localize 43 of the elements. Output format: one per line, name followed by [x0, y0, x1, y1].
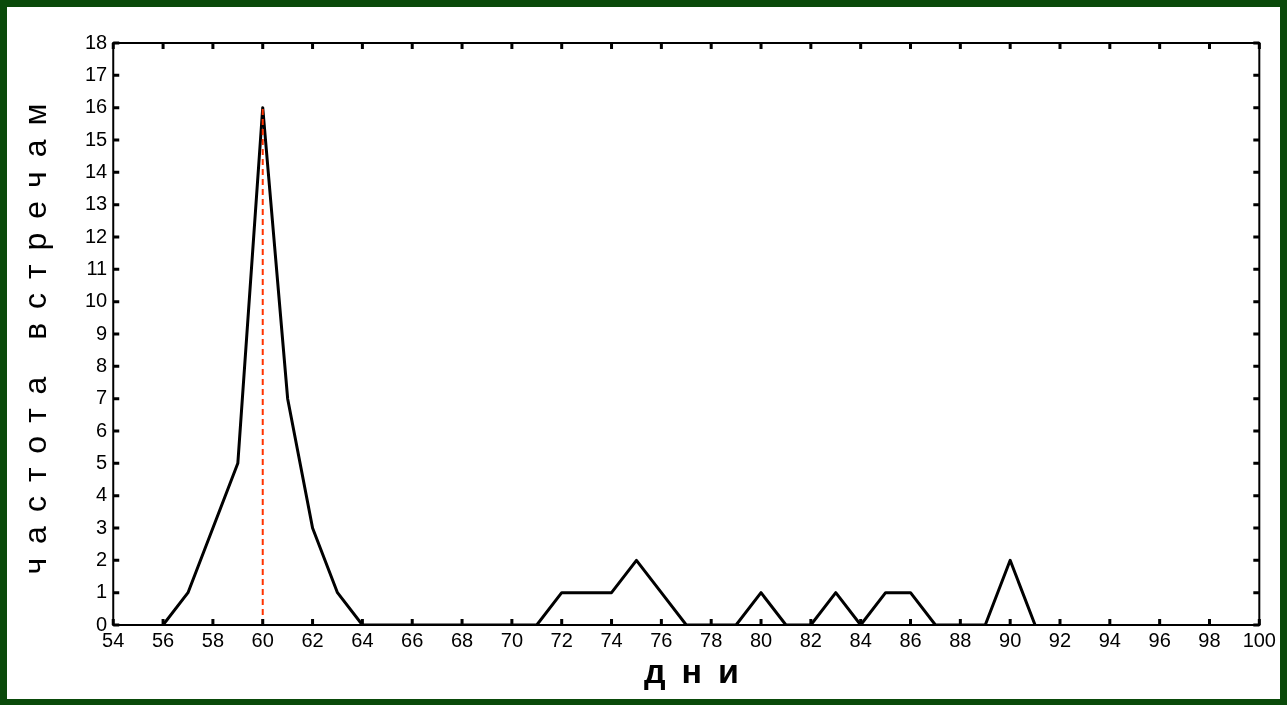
y-tick-label: 14 [85, 159, 108, 182]
y-tick-label: 5 [96, 450, 108, 473]
y-tick-label: 2 [96, 547, 108, 570]
x-tick-label: 98 [1198, 628, 1221, 651]
y-tick-label: 10 [85, 289, 108, 312]
x-tick-label: 70 [500, 628, 523, 651]
x-tick-label: 58 [201, 628, 225, 651]
y-axis-title: частота встречам [16, 88, 54, 577]
x-tick-label: 84 [849, 628, 872, 651]
y-tick-label: 6 [96, 418, 108, 441]
x-axis-title: дни [643, 652, 756, 691]
x-tick-label: 60 [251, 628, 274, 651]
x-tick-label: 78 [700, 628, 723, 651]
x-tick-label: 64 [351, 628, 374, 651]
x-tick-label: 74 [600, 628, 623, 651]
x-tick-label: 86 [899, 628, 922, 651]
y-tick-label: 3 [96, 515, 108, 538]
x-tick-label: 100 [1242, 628, 1276, 651]
x-tick-label: 92 [1048, 628, 1072, 651]
x-tick-label: 82 [799, 628, 822, 651]
y-tick-label: 4 [96, 483, 108, 506]
x-tick-label: 94 [1098, 628, 1121, 651]
x-tick-label: 62 [301, 628, 324, 651]
x-tick-label: 76 [650, 628, 673, 651]
x-tick-label: 56 [151, 628, 175, 651]
x-tick-label: 96 [1148, 628, 1171, 651]
y-tick-label: 8 [96, 353, 108, 376]
x-tick-label: 90 [999, 628, 1022, 651]
y-tick-label: 12 [85, 224, 108, 247]
x-tick-label: 68 [450, 628, 474, 651]
y-tick-label: 17 [85, 62, 108, 85]
x-tick-label: 88 [949, 628, 972, 651]
y-tick-label: 15 [85, 127, 108, 150]
y-tick-label: 16 [85, 95, 108, 118]
y-tick-label: 18 [85, 30, 108, 53]
y-tick-label: 13 [85, 192, 108, 215]
x-tick-label: 66 [401, 628, 424, 651]
y-tick-label: 7 [96, 386, 108, 409]
y-tick-label: 11 [86, 256, 108, 279]
y-tick-label: 9 [96, 321, 108, 344]
x-tick-label: 80 [749, 628, 773, 651]
x-tick-label: 72 [550, 628, 573, 651]
y-tick-label: 1 [96, 580, 108, 603]
